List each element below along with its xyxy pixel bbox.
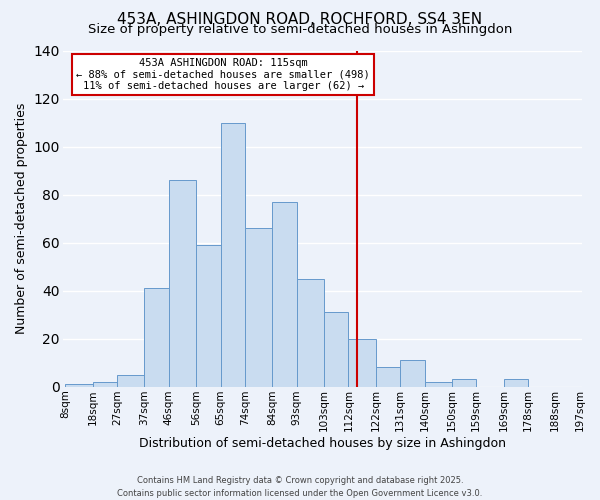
Bar: [452, 380, 476, 386]
Bar: [349, 338, 376, 386]
Bar: [221, 122, 245, 386]
Bar: [65, 384, 92, 386]
Bar: [117, 374, 145, 386]
Y-axis label: Number of semi-detached properties: Number of semi-detached properties: [15, 103, 28, 334]
Bar: [400, 360, 425, 386]
Bar: [169, 180, 196, 386]
Bar: [245, 228, 272, 386]
Text: 453A ASHINGDON ROAD: 115sqm
← 88% of semi-detached houses are smaller (498)
11% : 453A ASHINGDON ROAD: 115sqm ← 88% of sem…: [76, 58, 370, 91]
Bar: [196, 245, 221, 386]
Bar: [503, 380, 528, 386]
Bar: [272, 202, 297, 386]
Bar: [297, 278, 324, 386]
Text: Contains HM Land Registry data © Crown copyright and database right 2025.
Contai: Contains HM Land Registry data © Crown c…: [118, 476, 482, 498]
Bar: [376, 368, 400, 386]
Text: 453A, ASHINGDON ROAD, ROCHFORD, SS4 3EN: 453A, ASHINGDON ROAD, ROCHFORD, SS4 3EN: [118, 12, 482, 28]
Text: Size of property relative to semi-detached houses in Ashingdon: Size of property relative to semi-detach…: [88, 22, 512, 36]
X-axis label: Distribution of semi-detached houses by size in Ashingdon: Distribution of semi-detached houses by …: [139, 437, 506, 450]
Bar: [92, 382, 117, 386]
Bar: [425, 382, 452, 386]
Bar: [145, 288, 169, 386]
Bar: [324, 312, 349, 386]
